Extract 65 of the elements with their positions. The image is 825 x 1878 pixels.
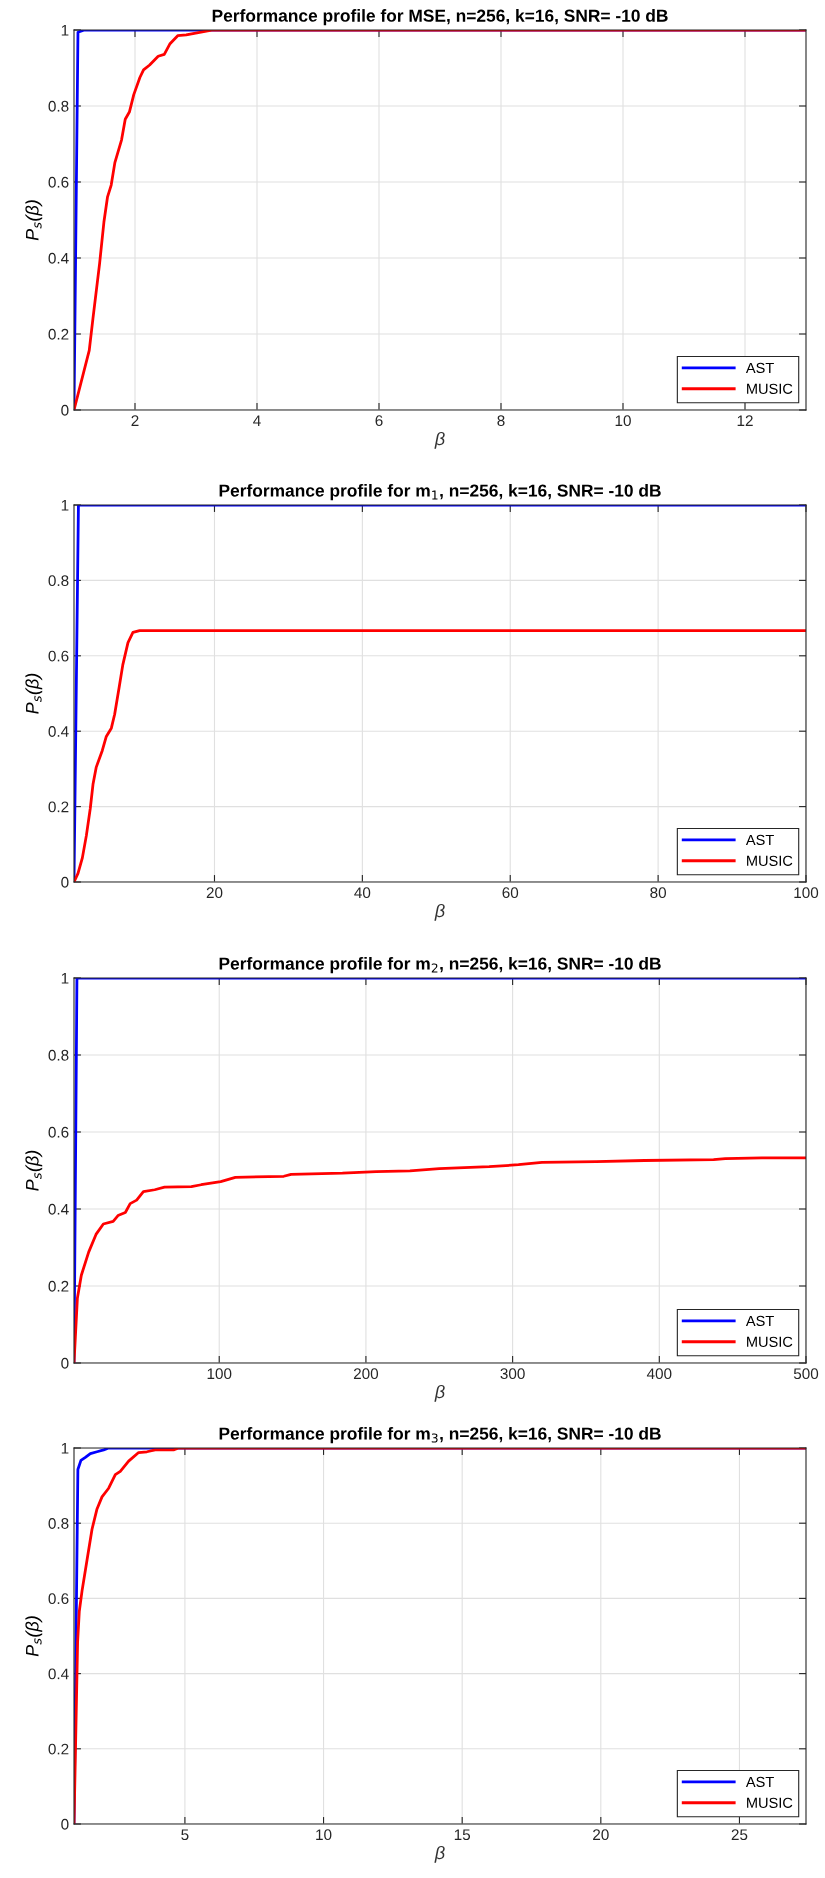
x-tick-label: 12 [737, 415, 753, 426]
x-tick-label: 5 [181, 1829, 189, 1841]
x-tick-label: 40 [354, 887, 371, 899]
y-axis-title: P$_{s}$(β) [25, 200, 43, 241]
legend-label: MUSIC [747, 1336, 793, 1347]
y-tick-label: 0.6 [48, 176, 69, 188]
y-tick-label: 0 [61, 1357, 69, 1369]
x-axis-title: β [434, 1384, 445, 1402]
chart-title: Performance profile for m$_{2}$, n=256, k=16, SNR= -10 dB [219, 956, 661, 974]
legend-label: AST [745, 1776, 774, 1788]
x-axis-title: β [434, 903, 445, 921]
x-tick-label: 100 [794, 887, 819, 899]
y-tick-label: 0.8 [48, 1518, 69, 1529]
y-tick-label: 0.4 [48, 252, 69, 264]
x-axis-title: β [434, 431, 445, 449]
y-tick-label: 0.6 [48, 650, 69, 662]
x-tick-label: 500 [793, 1368, 819, 1380]
y-tick-label: 0.6 [48, 1593, 69, 1605]
y-tick-label: 1 [61, 1443, 69, 1454]
x-tick-label: 20 [206, 887, 223, 899]
x-tick-label: 2 [131, 415, 139, 426]
y-tick-label: 0 [61, 876, 69, 888]
x-tick-label: 20 [593, 1829, 609, 1841]
y-tick-label: 0.4 [48, 1668, 69, 1680]
y-tick-label: 1 [61, 973, 69, 984]
y-axis-title: P$_{s}$(β) [25, 1616, 43, 1657]
y-tick-label: 0 [61, 404, 69, 416]
x-tick-label: 4 [253, 415, 261, 426]
x-tick-label: 300 [500, 1368, 525, 1380]
chart-title: Performance profile for MSE, n=256, k=16, SNR= -10 dB [212, 9, 668, 26]
y-tick-label: 0.8 [48, 575, 69, 587]
legend-label: AST [745, 1315, 774, 1327]
y-tick-label: 0.4 [48, 726, 69, 737]
x-tick-label: 15 [454, 1829, 471, 1841]
legend-label: MUSIC [747, 855, 793, 866]
chart-title: Performance profile for m$_{1}$, n=256, k=16, SNR= -10 dB [219, 483, 661, 501]
legend-label: AST [745, 362, 774, 374]
x-tick-label: 6 [375, 415, 383, 427]
y-tick-label: 0.2 [48, 1743, 69, 1755]
y-tick-label: 0.2 [48, 328, 69, 340]
x-tick-label: 200 [353, 1368, 379, 1380]
y-tick-label: 0 [61, 1818, 69, 1830]
legend-label: MUSIC [747, 1797, 793, 1808]
x-tick-label: 400 [646, 1368, 672, 1380]
y-tick-label: 1 [61, 25, 69, 36]
x-axis-title: β [434, 1845, 445, 1863]
y-tick-label: 0.2 [48, 801, 69, 813]
x-tick-label: 100 [207, 1368, 232, 1380]
y-tick-label: 0.4 [48, 1203, 69, 1215]
legend-label: AST [745, 834, 774, 846]
y-tick-label: 0.2 [48, 1280, 69, 1292]
chart-title: Performance profile for m$_{3}$, n=256, k=16, SNR= -10 dB [219, 1426, 661, 1444]
x-tick-label: 60 [502, 887, 519, 899]
y-axis-title: P$_{s}$(β) [25, 1150, 43, 1191]
x-tick-label: 25 [731, 1829, 748, 1841]
y-tick-label: 0.8 [48, 100, 69, 112]
y-tick-label: 0.8 [48, 1049, 69, 1061]
x-tick-label: 80 [650, 887, 667, 899]
y-tick-label: 0.6 [48, 1126, 69, 1138]
x-tick-label: 10 [316, 1829, 332, 1841]
x-tick-label: 10 [615, 415, 631, 427]
x-tick-label: 8 [497, 415, 505, 427]
y-tick-label: 1 [61, 500, 69, 511]
y-axis-title: P$_{s}$(β) [25, 673, 43, 714]
legend-label: MUSIC [747, 383, 793, 394]
